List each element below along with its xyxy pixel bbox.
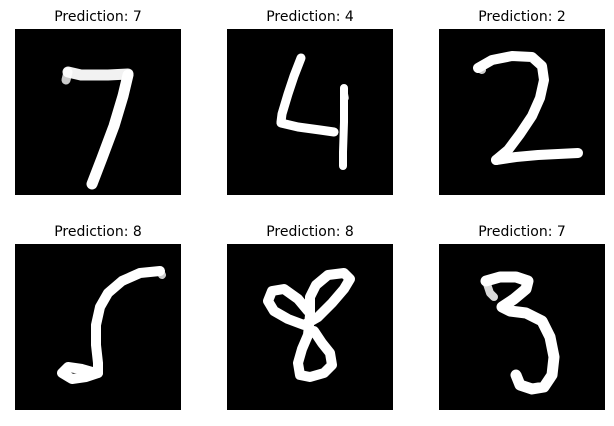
prediction-title: Prediction: 2: [478, 9, 566, 25]
digit-image: [439, 29, 605, 195]
digit-image: [439, 244, 605, 410]
digit-image: [15, 29, 181, 195]
prediction-title: Prediction: 7: [54, 9, 142, 25]
digit-4-drawing: [276, 53, 349, 170]
prediction-title: Prediction: 7: [478, 224, 566, 240]
digit-5-drawing: [57, 266, 166, 384]
digit-7-drawing: [61, 66, 134, 190]
prediction-title: Prediction: 8: [54, 224, 142, 240]
digit-image: [15, 244, 181, 410]
prediction-title: Prediction: 4: [266, 9, 354, 25]
digit-image: [227, 244, 393, 410]
digit-8-drawing: [263, 268, 355, 382]
prediction-title: Prediction: 8: [266, 224, 354, 240]
digit-image: [227, 29, 393, 195]
digit-3-drawing: [480, 271, 560, 395]
digit-2-drawing: [473, 51, 583, 165]
